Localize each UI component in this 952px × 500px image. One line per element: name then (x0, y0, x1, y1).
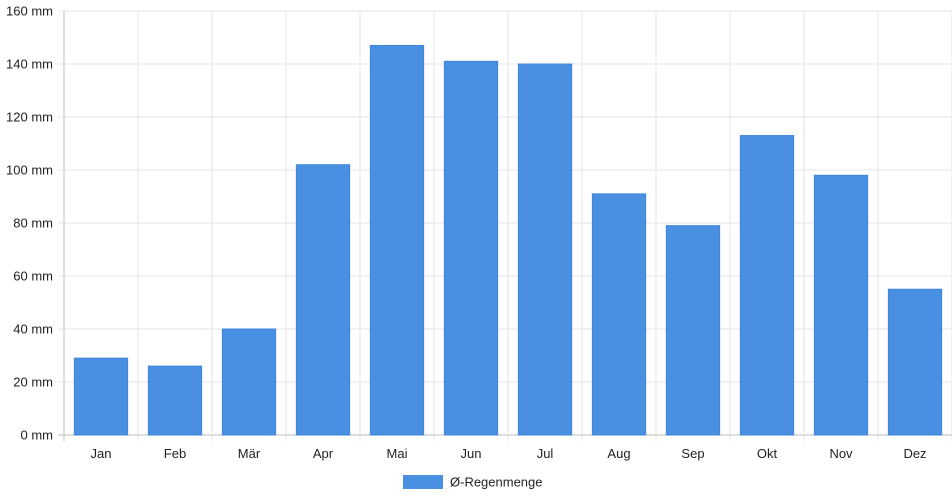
y-tick-label: 80 mm (13, 216, 53, 231)
bar-jun[interactable] (443, 60, 499, 436)
legend-swatch[interactable] (403, 475, 443, 489)
y-tick-label: 100 mm (6, 163, 53, 178)
grid-lines (58, 10, 952, 441)
x-tick-label: Jun (461, 446, 482, 461)
x-tick-label: Mai (387, 446, 408, 461)
x-tick-label: Mär (238, 446, 261, 461)
bars (73, 44, 943, 436)
bar-feb[interactable] (147, 365, 203, 436)
bar-dez[interactable] (887, 288, 943, 436)
x-axis: Jan Feb Mär Apr Mai Jun Jul Aug Sep Okt Nov Dez (91, 446, 927, 461)
bar-aug[interactable] (591, 193, 647, 436)
x-tick-label: Sep (681, 446, 704, 461)
y-tick-label: 140 mm (6, 57, 53, 72)
legend[interactable]: Ø-Regenmenge (403, 475, 543, 490)
y-tick-label: 0 mm (21, 428, 54, 443)
y-axis: 0 mm 20 mm 40 mm 60 mm 80 mm 100 mm 120 mm 140 … (6, 4, 53, 443)
x-tick-label: Aug (607, 446, 630, 461)
x-tick-label: Apr (313, 446, 334, 461)
bar-okt[interactable] (739, 135, 795, 436)
legend-label[interactable]: Ø-Regenmenge (450, 475, 543, 490)
y-tick-label: 20 mm (13, 375, 53, 390)
bar-jan[interactable] (73, 357, 129, 436)
y-tick-label: 120 mm (6, 110, 53, 125)
y-tick-label: 160 mm (6, 4, 53, 19)
y-tick-label: 40 mm (13, 322, 53, 337)
x-tick-label: Okt (757, 446, 778, 461)
bar-jul[interactable] (517, 63, 573, 436)
bar-nov[interactable] (813, 174, 869, 436)
bar-mär[interactable] (221, 328, 277, 436)
bar-mai[interactable] (369, 44, 425, 436)
bar-apr[interactable] (295, 164, 351, 436)
x-tick-label: Feb (164, 446, 186, 461)
bar-sep[interactable] (665, 225, 721, 436)
x-tick-label: Nov (829, 446, 853, 461)
y-tick-label: 60 mm (13, 269, 53, 284)
x-tick-label: Jul (537, 446, 554, 461)
x-tick-label: Jan (91, 446, 112, 461)
x-tick-label: Dez (903, 446, 926, 461)
